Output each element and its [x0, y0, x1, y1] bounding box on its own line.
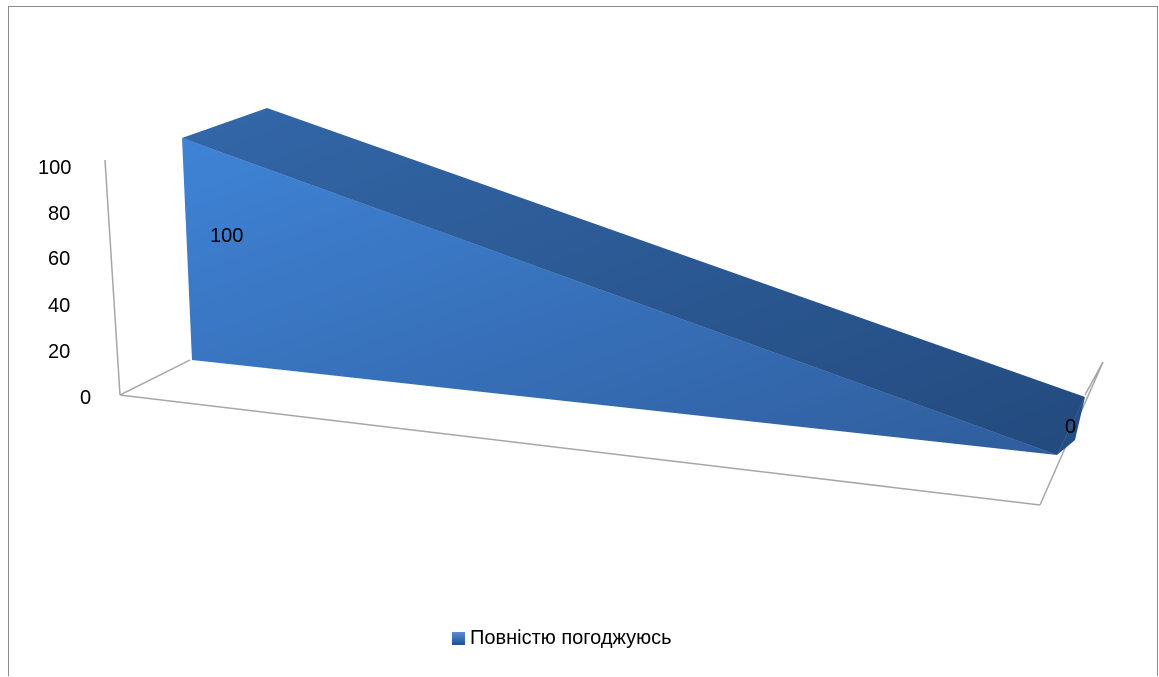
legend-swatch [452, 632, 465, 645]
legend: Повністю погоджуюсь [452, 627, 672, 650]
y-tick-label: 0 [80, 387, 91, 409]
area-top-face [182, 108, 1085, 455]
y-tick-label: 60 [48, 248, 70, 270]
data-label: 0 [1065, 416, 1076, 438]
legend-label: Повністю погоджуюсь [470, 627, 672, 649]
area-front-face [182, 138, 1057, 455]
y-tick-label: 20 [48, 341, 70, 363]
y-axis-ticks: 100 80 60 40 20 0 [38, 157, 91, 409]
y-tick-label: 100 [38, 157, 71, 179]
chart-frame [8, 6, 1158, 676]
area-series [182, 108, 1085, 455]
y-tick-label: 40 [48, 295, 70, 317]
data-label: 100 [210, 225, 243, 247]
area-end-face [1057, 397, 1085, 455]
y-tick-label: 80 [48, 203, 70, 225]
